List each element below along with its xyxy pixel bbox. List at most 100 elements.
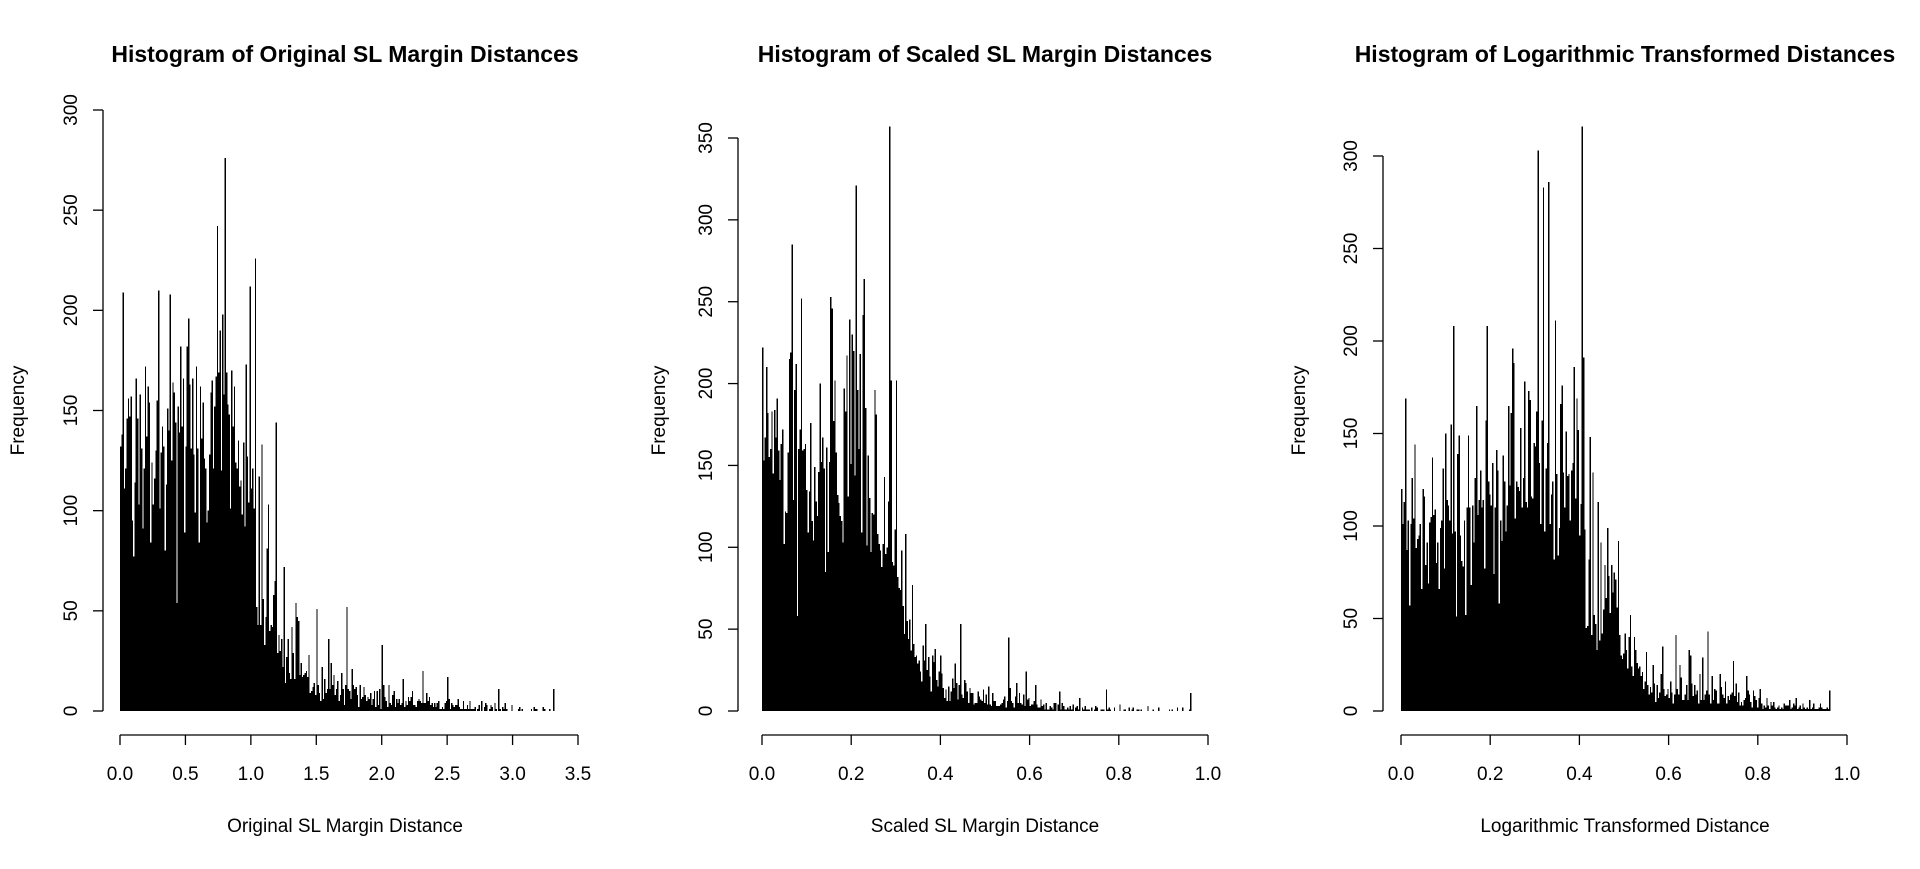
- histogram-bar: [1171, 709, 1173, 711]
- histogram-bar: [1755, 699, 1757, 711]
- histogram-bar: [1806, 707, 1808, 711]
- histogram-bar: [1762, 709, 1764, 711]
- histogram-bar: [935, 679, 938, 711]
- histogram-bar: [1731, 692, 1733, 711]
- histogram-bar: [1096, 707, 1098, 711]
- histogram-bar: [1633, 637, 1636, 711]
- histogram-bar: [964, 679, 966, 711]
- histogram-bar: [1101, 709, 1104, 711]
- histogram-bar: [1560, 403, 1562, 711]
- histogram-bar: [1615, 579, 1617, 711]
- histogram-bar: [780, 444, 783, 711]
- histogram-bar: [165, 484, 168, 711]
- histogram-bar: [1463, 520, 1466, 711]
- histogram-bar: [199, 386, 202, 711]
- histogram-bar: [431, 702, 433, 711]
- histogram-bar: [811, 521, 813, 711]
- histogram-bar: [931, 655, 934, 711]
- histogram-bar: [1423, 496, 1426, 711]
- histogram-bar: [1024, 706, 1026, 711]
- histogram-bar: [287, 638, 289, 711]
- histogram-bar: [1805, 709, 1807, 711]
- histogram-bar: [957, 699, 959, 711]
- histogram-bar: [311, 690, 313, 711]
- histogram-bar: [844, 411, 847, 711]
- histogram-bar: [914, 656, 916, 711]
- histogram-bar: [953, 688, 955, 711]
- histogram-bar: [1009, 688, 1011, 711]
- y-tick-label: 250: [696, 286, 717, 318]
- histogram-bar: [763, 460, 765, 711]
- histogram-bar: [956, 683, 958, 711]
- histogram-bar: [499, 709, 501, 711]
- histogram-bar: [379, 688, 381, 711]
- histogram-bar: [1624, 633, 1626, 711]
- y-tick-label: 150: [696, 450, 717, 482]
- histogram-bar: [1407, 520, 1410, 711]
- histogram-bar: [942, 688, 944, 711]
- histogram-bar: [786, 512, 788, 711]
- histogram-bar: [161, 426, 164, 711]
- histogram-bar: [400, 704, 402, 711]
- histogram-bar: [1629, 614, 1632, 711]
- histogram-bar: [1069, 706, 1072, 711]
- histogram-bar: [530, 709, 533, 711]
- x-tick-label: 0.8: [1745, 764, 1771, 785]
- histogram-bar: [1736, 701, 1739, 711]
- histogram-bar: [1005, 707, 1007, 711]
- histogram-bar: [312, 686, 314, 711]
- histogram-bar: [1042, 704, 1045, 711]
- histogram-bar: [911, 584, 914, 711]
- histogram-bar: [796, 616, 799, 711]
- histogram-bar: [427, 700, 429, 711]
- histogram-bar: [292, 652, 295, 711]
- histogram-bar: [1486, 326, 1488, 711]
- histogram-bar: [144, 366, 147, 711]
- histogram-bar: [388, 684, 390, 711]
- histogram-bar: [1604, 564, 1606, 711]
- histogram-bar: [949, 701, 951, 711]
- histogram-bar: [359, 684, 361, 711]
- histogram-bar: [517, 709, 520, 711]
- histogram-bar: [398, 698, 401, 711]
- histogram-bar: [1679, 664, 1681, 711]
- histogram-bar: [974, 702, 977, 711]
- histogram-bar: [138, 504, 140, 711]
- histogram-bar: [208, 454, 211, 711]
- histogram-bar: [923, 660, 926, 711]
- histogram-bar: [307, 676, 309, 711]
- histogram-bar: [764, 437, 767, 711]
- histogram-bar: [352, 684, 355, 711]
- histogram-bar: [1691, 683, 1693, 711]
- histogram-bar: [504, 702, 507, 711]
- histogram-bar: [1462, 566, 1464, 711]
- histogram-bar: [798, 449, 800, 711]
- histogram-bar: [409, 700, 411, 711]
- histogram-bar: [1759, 688, 1761, 711]
- histogram-bar: [1782, 709, 1784, 711]
- histogram-bar: [1081, 707, 1084, 711]
- histogram-bar: [314, 694, 317, 711]
- histogram-bar: [176, 602, 178, 711]
- histogram-bar: [787, 452, 789, 711]
- histogram-bar: [1756, 707, 1759, 711]
- histogram-bar: [220, 470, 223, 711]
- histogram-bar: [791, 244, 793, 711]
- histogram-bar: [1722, 694, 1724, 711]
- histogram-bar: [1815, 709, 1818, 711]
- histogram-bar: [1558, 527, 1561, 711]
- histogram-bar: [1041, 706, 1043, 711]
- histogram-bar: [1532, 498, 1534, 711]
- histogram-bar: [283, 566, 285, 711]
- histogram-bar: [1036, 704, 1038, 711]
- histogram-bar: [897, 576, 899, 711]
- histogram-bar: [225, 372, 228, 711]
- histogram-bar: [1525, 501, 1527, 711]
- histogram-bar: [248, 502, 250, 711]
- histogram-bar: [1603, 609, 1605, 711]
- histogram-bar: [280, 638, 283, 711]
- histogram-bar: [1687, 699, 1689, 711]
- histogram-bar: [1123, 709, 1125, 711]
- histogram-bar: [937, 686, 939, 711]
- histogram-bar: [1017, 702, 1019, 711]
